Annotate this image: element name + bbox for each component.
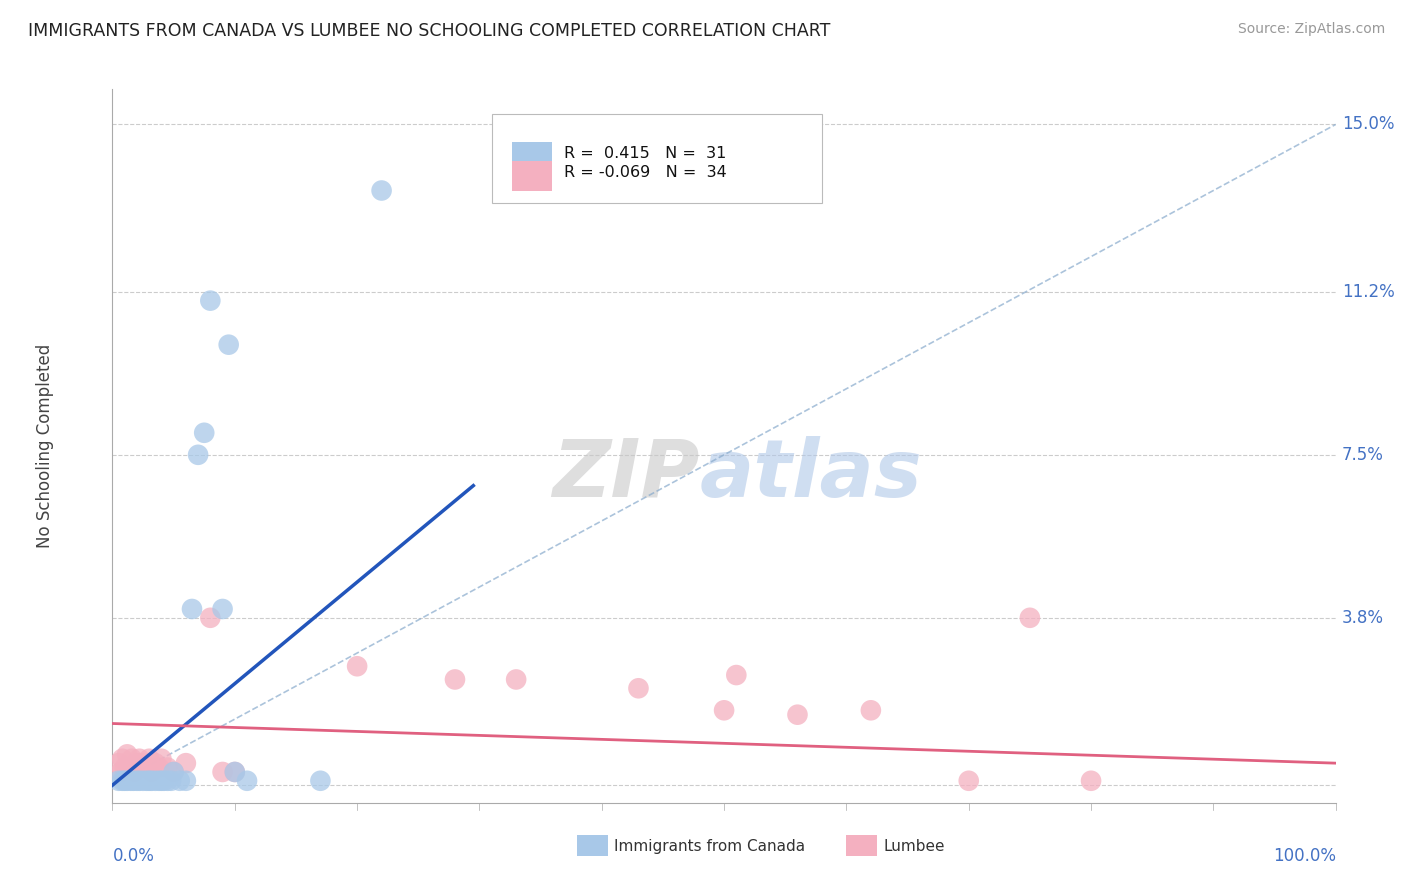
FancyBboxPatch shape [512,161,551,191]
FancyBboxPatch shape [846,835,877,856]
Text: Source: ZipAtlas.com: Source: ZipAtlas.com [1237,22,1385,37]
Point [957,773,980,788]
Point [224,764,246,779]
Point [132,756,155,771]
Point [1080,773,1102,788]
Point [128,773,150,788]
Point [115,773,138,788]
Point [143,756,166,771]
Point [128,752,150,766]
Point [122,773,145,788]
Point [148,773,170,788]
Point [125,756,148,771]
Point [111,752,134,766]
Text: R = -0.069   N =  34: R = -0.069 N = 34 [564,165,727,179]
Point [114,760,136,774]
Point [200,611,222,625]
Point [125,773,148,788]
FancyBboxPatch shape [512,142,551,172]
Point [309,773,332,788]
Point [505,673,527,687]
Point [786,707,808,722]
Point [135,773,157,788]
FancyBboxPatch shape [492,114,823,203]
Point [107,773,129,788]
Point [148,760,170,774]
FancyBboxPatch shape [578,835,607,856]
Text: 0.0%: 0.0% [112,847,155,865]
Point [120,773,142,788]
Point [115,747,138,762]
Point [143,773,166,788]
Point [725,668,748,682]
Text: IMMIGRANTS FROM CANADA VS LUMBEE NO SCHOOLING COMPLETED CORRELATION CHART: IMMIGRANTS FROM CANADA VS LUMBEE NO SCHO… [28,22,831,40]
Text: 15.0%: 15.0% [1341,115,1395,134]
Point [236,773,259,788]
Point [141,773,163,788]
Point [150,752,173,766]
Point [114,773,136,788]
Point [153,773,176,788]
Point [200,293,222,308]
Text: R =  0.415   N =  31: R = 0.415 N = 31 [564,146,727,161]
Text: No Schooling Completed: No Schooling Completed [37,344,55,548]
Point [150,773,173,788]
Point [141,764,163,779]
Point [121,752,143,766]
Text: 7.5%: 7.5% [1341,446,1384,464]
Point [124,764,146,779]
Point [107,756,129,771]
Point [627,681,650,696]
Point [163,764,186,779]
Point [211,602,233,616]
Point [163,764,186,779]
Text: Immigrants from Canada: Immigrants from Canada [614,838,806,854]
Point [346,659,368,673]
Point [224,764,246,779]
Text: Lumbee: Lumbee [883,838,945,854]
Point [444,673,467,687]
Text: 100.0%: 100.0% [1272,847,1336,865]
Point [156,773,179,788]
Point [156,760,179,774]
Point [160,773,183,788]
Point [111,773,134,788]
Point [1018,611,1040,625]
Point [713,703,735,717]
Text: ZIP: ZIP [553,435,700,514]
Point [181,602,204,616]
Point [174,756,197,771]
Point [218,337,240,351]
Text: 3.8%: 3.8% [1341,609,1384,627]
Point [211,764,233,779]
Point [118,760,141,774]
Point [169,773,191,788]
Point [193,425,215,440]
Point [370,184,392,198]
Point [132,773,155,788]
Point [135,760,157,774]
Point [174,773,197,788]
Point [138,773,160,788]
Point [187,448,209,462]
Text: atlas: atlas [700,435,922,514]
Point [138,752,160,766]
Point [859,703,882,717]
Point [110,764,132,779]
Text: 11.2%: 11.2% [1341,283,1395,301]
